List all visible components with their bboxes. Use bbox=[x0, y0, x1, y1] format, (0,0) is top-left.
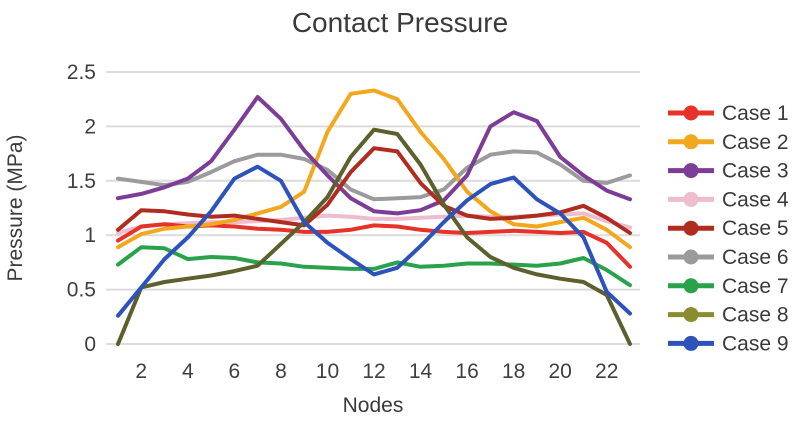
chart-title: Contact Pressure bbox=[292, 7, 508, 38]
legend-item-case-1: Case 1 bbox=[668, 102, 789, 125]
series-line-case-9 bbox=[116, 164, 632, 318]
x-tick-label-16: 16 bbox=[455, 360, 478, 383]
legend-item-case-6: Case 6 bbox=[668, 246, 789, 269]
x-tick-label-22: 22 bbox=[595, 360, 618, 383]
legend-label: Case 7 bbox=[722, 275, 789, 298]
legend-item-case-5: Case 5 bbox=[668, 217, 789, 240]
legend-item-case-4: Case 4 bbox=[668, 188, 789, 211]
legend-item-case-8: Case 8 bbox=[668, 304, 789, 327]
legend-dot-marker bbox=[683, 249, 699, 265]
y-tick-label-2.5: 2.5 bbox=[67, 61, 96, 84]
legend-dot-marker bbox=[683, 105, 699, 121]
series-line-case-7 bbox=[116, 245, 632, 288]
legend-dot-marker bbox=[683, 134, 699, 150]
legend-dot-marker bbox=[683, 220, 699, 236]
legend-label: Case 2 bbox=[722, 131, 789, 154]
legend-dot-marker bbox=[683, 335, 699, 351]
legend-label: Case 1 bbox=[722, 102, 789, 125]
legend-dot-marker bbox=[683, 307, 699, 323]
x-tick-label-2: 2 bbox=[135, 360, 147, 383]
y-tick-label-0: 0 bbox=[84, 333, 96, 356]
legend-dot-marker bbox=[683, 278, 699, 294]
legend-dot-marker bbox=[683, 191, 699, 207]
y-tick-label-0.5: 0.5 bbox=[67, 279, 96, 302]
x-tick-label-14: 14 bbox=[409, 360, 433, 383]
x-tick-label-20: 20 bbox=[549, 360, 572, 383]
x-tick-label-18: 18 bbox=[502, 360, 525, 383]
series-line-case-8 bbox=[116, 127, 632, 346]
x-tick-label-10: 10 bbox=[316, 360, 339, 383]
y-tick-label-1: 1 bbox=[84, 224, 96, 247]
x-tick-label-4: 4 bbox=[182, 360, 194, 383]
series-line-case-5 bbox=[116, 146, 632, 235]
x-axis-title: Nodes bbox=[343, 394, 404, 417]
series-line-case-6 bbox=[116, 149, 632, 202]
gridlines bbox=[106, 71, 640, 345]
y-tick-label-1.5: 1.5 bbox=[67, 170, 96, 193]
y-axis-title: Pressure (MPa) bbox=[4, 134, 27, 281]
x-axis-tick-labels: 2 4 6 8 10 12 14 16 18 20 22 bbox=[135, 360, 618, 383]
y-tick-label-2: 2 bbox=[84, 115, 96, 138]
legend-label: Case 8 bbox=[722, 304, 789, 327]
legend-item-case-9: Case 9 bbox=[668, 332, 789, 355]
series-line-case-2 bbox=[116, 88, 632, 250]
legend: Case 1 Case 2 Case 3 Case 4 Case 5 Case 6 Case… bbox=[668, 102, 789, 355]
series-line-case-3 bbox=[116, 95, 632, 216]
legend-item-case-7: Case 7 bbox=[668, 275, 789, 298]
x-tick-label-6: 6 bbox=[229, 360, 241, 383]
data-series-lines bbox=[116, 88, 632, 346]
x-tick-label-8: 8 bbox=[275, 360, 287, 383]
legend-label: Case 4 bbox=[722, 188, 789, 211]
legend-item-case-2: Case 2 bbox=[668, 131, 789, 154]
legend-label: Case 6 bbox=[722, 246, 789, 269]
legend-dot-marker bbox=[683, 163, 699, 179]
legend-label: Case 3 bbox=[722, 160, 789, 183]
x-tick-label-12: 12 bbox=[362, 360, 385, 383]
y-axis-tick-labels: 0 0.5 1 1.5 2 2.5 bbox=[67, 61, 96, 356]
legend-item-case-3: Case 3 bbox=[668, 160, 789, 183]
legend-label: Case 5 bbox=[722, 217, 789, 240]
legend-label: Case 9 bbox=[722, 332, 789, 355]
